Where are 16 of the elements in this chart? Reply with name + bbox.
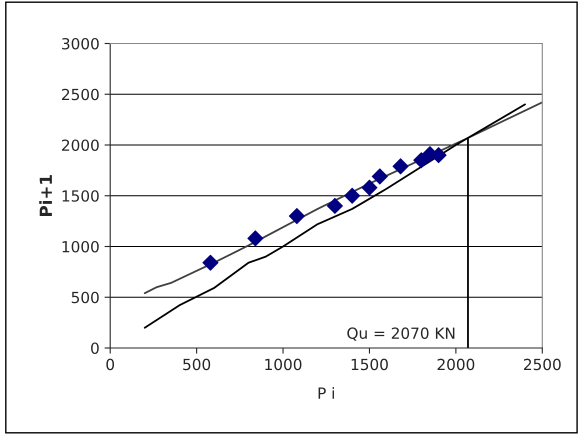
- y-tick-label: 3000: [62, 38, 99, 50]
- y-tick-label: 0: [91, 342, 99, 354]
- x-axis-title: P i: [318, 387, 334, 399]
- y-tick-label: 1000: [62, 240, 99, 253]
- x-tick-label: 500: [183, 358, 210, 370]
- x-tick-label: 1000: [265, 358, 302, 370]
- x-tick-label: 1500: [352, 358, 388, 370]
- y-tick-label: 2000: [62, 139, 99, 152]
- y-tick-label: 500: [72, 292, 99, 304]
- x-tick-label: 2000: [438, 358, 474, 370]
- x-tick-label: 0: [106, 358, 114, 370]
- y-tick-label: 2500: [62, 88, 99, 100]
- y-axis-title: Pi+1: [39, 175, 52, 216]
- y-tick-label: 1500: [62, 190, 99, 202]
- x-tick-label: 2500: [524, 358, 561, 370]
- annotation: Qu = 2070 KN: [347, 327, 454, 341]
